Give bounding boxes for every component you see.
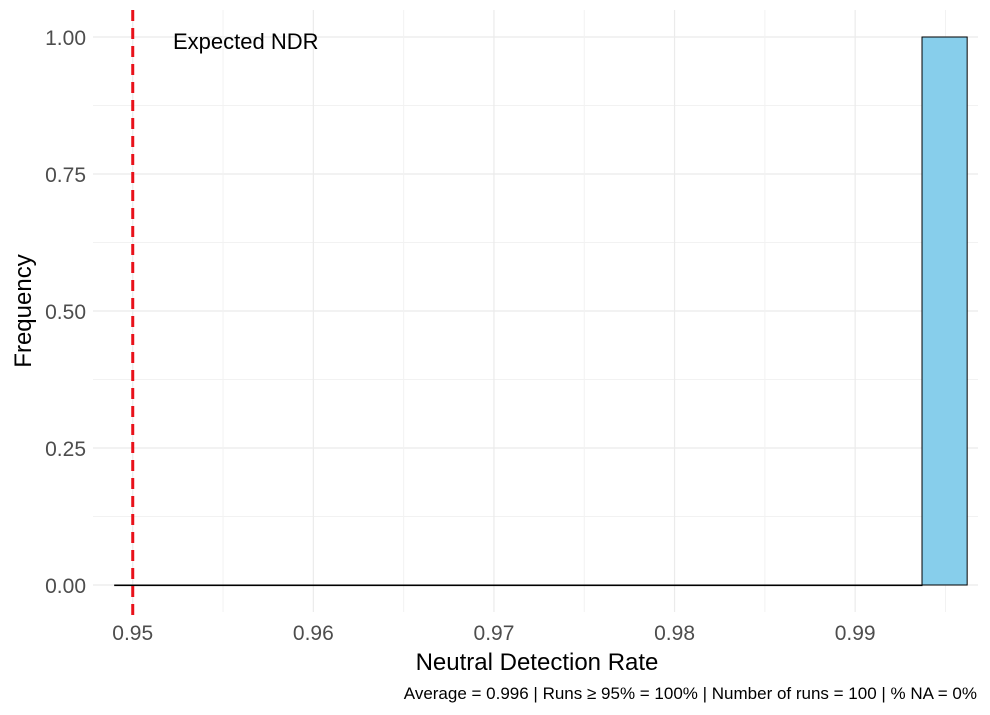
y-tick-label: 0.75 [45, 164, 86, 187]
x-tick-label: 0.95 [112, 622, 153, 645]
x-axis-title: Neutral Detection Rate [416, 649, 659, 676]
chart-caption: Average = 0.996 | Runs ≥ 95% = 100% | Nu… [404, 684, 977, 703]
y-axis-title: Frequency [10, 254, 37, 367]
x-tick-label: 0.99 [835, 622, 876, 645]
reference-line-label: Expected NDR [173, 29, 319, 54]
y-tick-label: 1.00 [45, 27, 86, 50]
bars [114, 36, 968, 587]
tick-labels: 0.00 0.25 0.50 0.75 1.00 0.95 0.96 0.97 0.98 0.99 [45, 27, 875, 645]
histogram-bar [114, 584, 923, 587]
x-tick-label: 0.96 [293, 622, 334, 645]
grid [93, 10, 978, 612]
histogram-bar [921, 36, 968, 586]
x-tick-label: 0.97 [474, 622, 515, 645]
y-tick-label: 0.25 [45, 438, 86, 461]
x-tick-label: 0.98 [654, 622, 695, 645]
y-tick-label: 0.00 [45, 575, 86, 598]
y-tick-label: 0.50 [45, 301, 86, 324]
